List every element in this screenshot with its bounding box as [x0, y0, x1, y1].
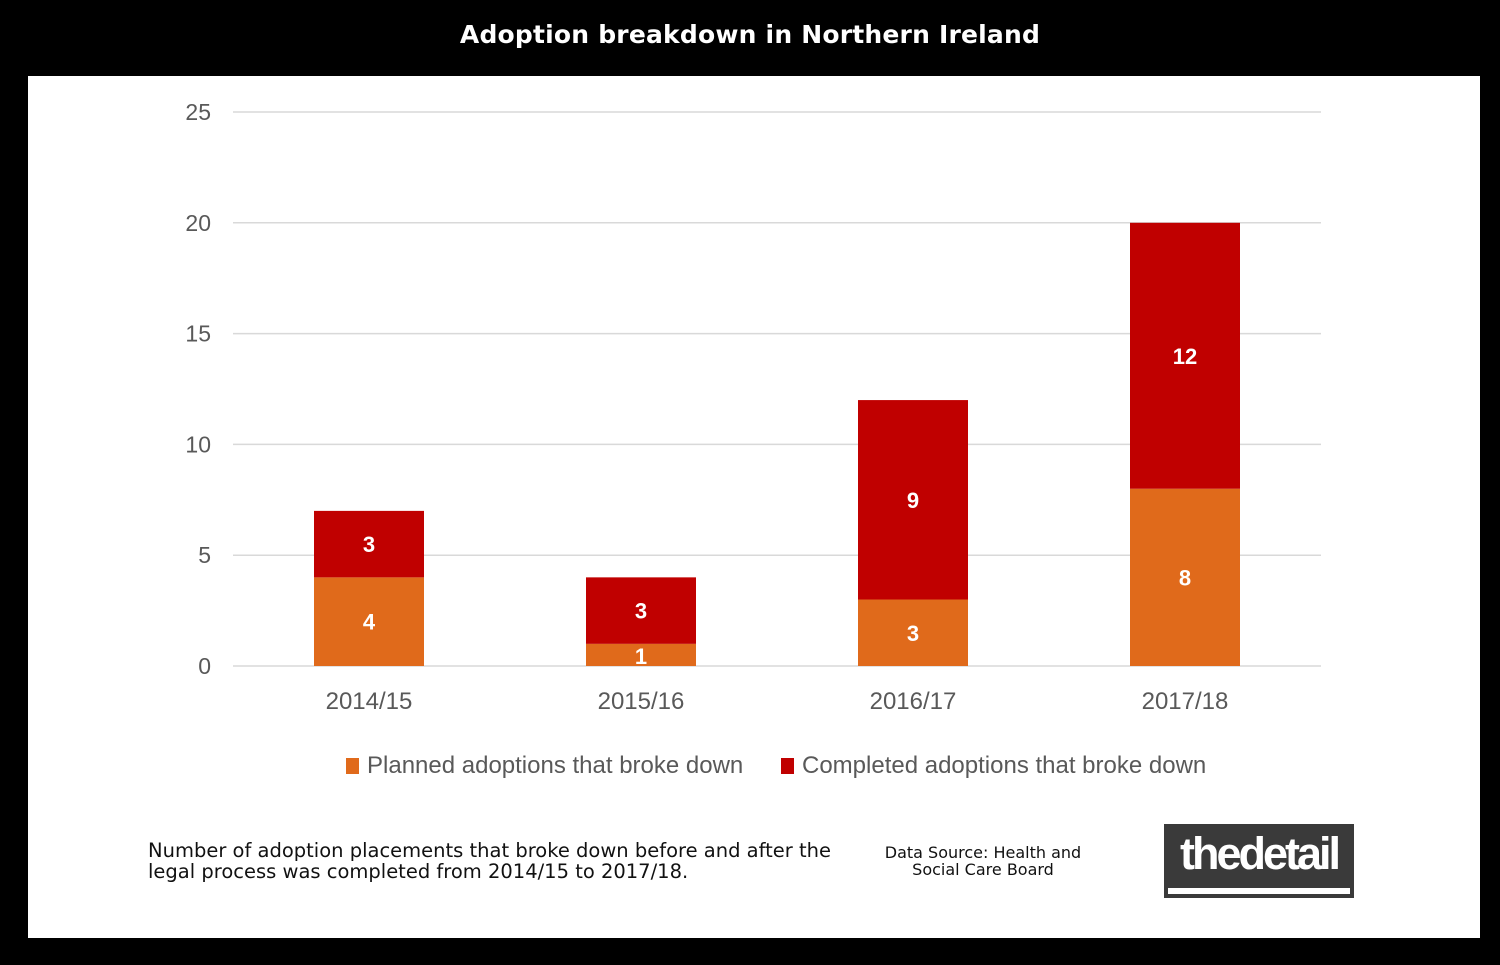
data-label-2015-16-series-2: 3	[635, 599, 647, 624]
x-axis-category-labels: 2014/15 2015/16 2016/17 2017/18	[326, 688, 1229, 715]
bar-2014-15-series-2	[314, 510, 424, 578]
y-tick-label-20: 20	[185, 210, 211, 236]
legend-label-2: Completed adoptions that broke down	[802, 752, 1206, 779]
x-category-label-4: 2017/18	[1142, 688, 1229, 715]
bar-2016-17-series-1	[858, 599, 968, 666]
data-source: Data Source: Health and Social Care Boar…	[884, 843, 1082, 879]
bar-data-labels: 4 3 1 3 3 9 8 12	[363, 344, 1197, 669]
y-tick-label-0: 0	[198, 653, 211, 679]
x-category-label-1: 2014/15	[326, 688, 413, 715]
data-label-2017-18-series-1: 8	[1179, 565, 1191, 590]
y-tick-label-5: 5	[198, 542, 211, 568]
y-tick-label-25: 25	[185, 99, 211, 125]
data-label-2015-16-series-1: 1	[635, 644, 647, 669]
bar-2017-18-series-2	[1130, 222, 1240, 489]
data-label-2014-15-series-2: 3	[363, 532, 375, 557]
chart-card: 0 5 10 15 20 25 4 3 1 3 3 9 8 12 2014/15 2015/16 2016/…	[28, 76, 1480, 938]
y-axis-tick-labels: 0 5 10 15 20 25	[185, 99, 211, 679]
legend-label-1: Planned adoptions that broke down	[367, 752, 743, 779]
chart-caption: Number of adoption placements that broke…	[148, 839, 832, 883]
bar-2015-16-series-2	[586, 577, 696, 644]
data-label-2016-17-series-2: 9	[907, 488, 919, 513]
data-label-2017-18-series-2: 12	[1173, 344, 1197, 369]
x-category-label-3: 2016/17	[870, 688, 957, 715]
bars	[314, 222, 1240, 666]
legend: Planned adoptions that broke down Complet…	[346, 752, 1206, 779]
bar-2015-16-series-1	[586, 643, 696, 666]
bar-2014-15-series-1	[314, 577, 424, 666]
logo-text: thedetail	[1168, 828, 1350, 894]
data-label-2016-17-series-1: 3	[907, 621, 919, 646]
bar-2017-18-series-1	[1130, 488, 1240, 666]
legend-swatch-2	[781, 758, 794, 774]
bar-2016-17-series-2	[858, 400, 968, 600]
chart: 0 5 10 15 20 25 4 3 1 3 3 9 8 12 2014/15 2015/16 2016/…	[185, 99, 1321, 779]
thedetail-logo: thedetail	[1164, 824, 1354, 898]
data-label-2014-15-series-1: 4	[363, 610, 376, 635]
y-tick-label-10: 10	[185, 431, 211, 457]
legend-swatch-1	[346, 758, 359, 774]
x-category-label-2: 2015/16	[598, 688, 685, 715]
y-tick-label-15: 15	[185, 321, 211, 347]
page-title: Adoption breakdown in Northern Ireland	[459, 20, 1041, 49]
